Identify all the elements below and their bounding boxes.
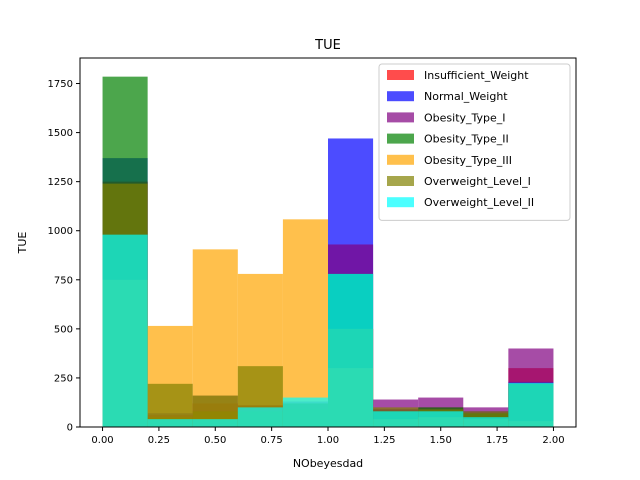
y-axis-label: TUE <box>16 232 29 255</box>
x-tick-label: 1.50 <box>430 435 452 446</box>
bar-overweight-level-ii-0 <box>102 234 148 427</box>
legend: Insufficient_Weight Normal_Weight Obesity_… <box>378 63 571 221</box>
y-tick-label: 750 <box>54 275 73 286</box>
chart-title: TUE <box>314 38 341 53</box>
legend-box <box>378 63 571 221</box>
legend-label-obesity-type-i: Obesity_Type_I <box>424 111 506 124</box>
legend-swatch-normal-weight <box>387 91 414 102</box>
y-tick-label: 1250 <box>48 177 73 188</box>
x-axis-label: NObeyesdad <box>293 457 363 470</box>
y-axis-ticks: 0 250 500 750 1000 1250 1500 1750 <box>48 79 80 434</box>
x-tick-label: 2.00 <box>542 435 564 446</box>
x-tick-label: 1.00 <box>317 435 339 446</box>
bar-overweight-level-ii-7 <box>418 411 464 427</box>
y-tick-label: 1000 <box>48 226 73 237</box>
legend-label-insufficient-weight: Insufficient_Weight <box>424 69 529 82</box>
y-tick-label: 0 <box>67 423 73 434</box>
bar-overweight-level-ii-5 <box>328 273 374 427</box>
legend-label-overweight-level-i: Overweight_Level_I <box>424 175 531 188</box>
bar-overweight-level-ii-8 <box>463 417 509 427</box>
x-tick-label: 1.75 <box>486 435 508 446</box>
bar-obesity-type-iii-4 <box>282 219 328 427</box>
x-tick-label: 0.75 <box>261 435 283 446</box>
x-tick-label: 0.00 <box>91 435 113 446</box>
y-tick-label: 250 <box>54 373 73 384</box>
legend-swatch-insufficient-weight <box>387 70 414 80</box>
bar-overweight-level-ii-2 <box>192 419 238 427</box>
bar-overweight-level-ii-9 <box>508 382 554 427</box>
legend-swatch-overweight-level-ii <box>387 197 414 208</box>
legend-swatch-obesity-type-ii <box>387 133 414 144</box>
legend-label-normal-weight: Normal_Weight <box>424 90 508 103</box>
y-tick-label: 1750 <box>48 79 73 90</box>
bars-layer <box>102 76 554 428</box>
x-tick-label: 0.25 <box>148 435 170 446</box>
legend-label-obesity-type-iii: Obesity_Type_III <box>424 154 512 167</box>
legend-swatch-overweight-level-i <box>387 176 414 186</box>
x-tick-label: 0.50 <box>204 435 226 446</box>
y-tick-label: 1500 <box>48 128 73 139</box>
x-axis-ticks: 0.00 0.25 0.50 0.75 1.00 1.25 1.50 1.75 2.00 <box>91 427 565 446</box>
legend-label-obesity-type-ii: Obesity_Type_II <box>424 133 509 146</box>
y-tick-label: 500 <box>54 324 73 335</box>
legend-swatch-obesity-type-i <box>387 112 414 123</box>
bar-overweight-level-ii-3 <box>237 407 283 427</box>
bar-overweight-level-ii-4 <box>282 397 328 427</box>
legend-swatch-obesity-type-iii <box>387 154 414 165</box>
x-tick-label: 1.25 <box>373 435 395 446</box>
bar-overweight-level-ii-6 <box>373 411 419 427</box>
legend-label-overweight-level-ii: Overweight_Level_II <box>424 196 534 209</box>
bar-overweight-level-ii-1 <box>147 419 193 427</box>
